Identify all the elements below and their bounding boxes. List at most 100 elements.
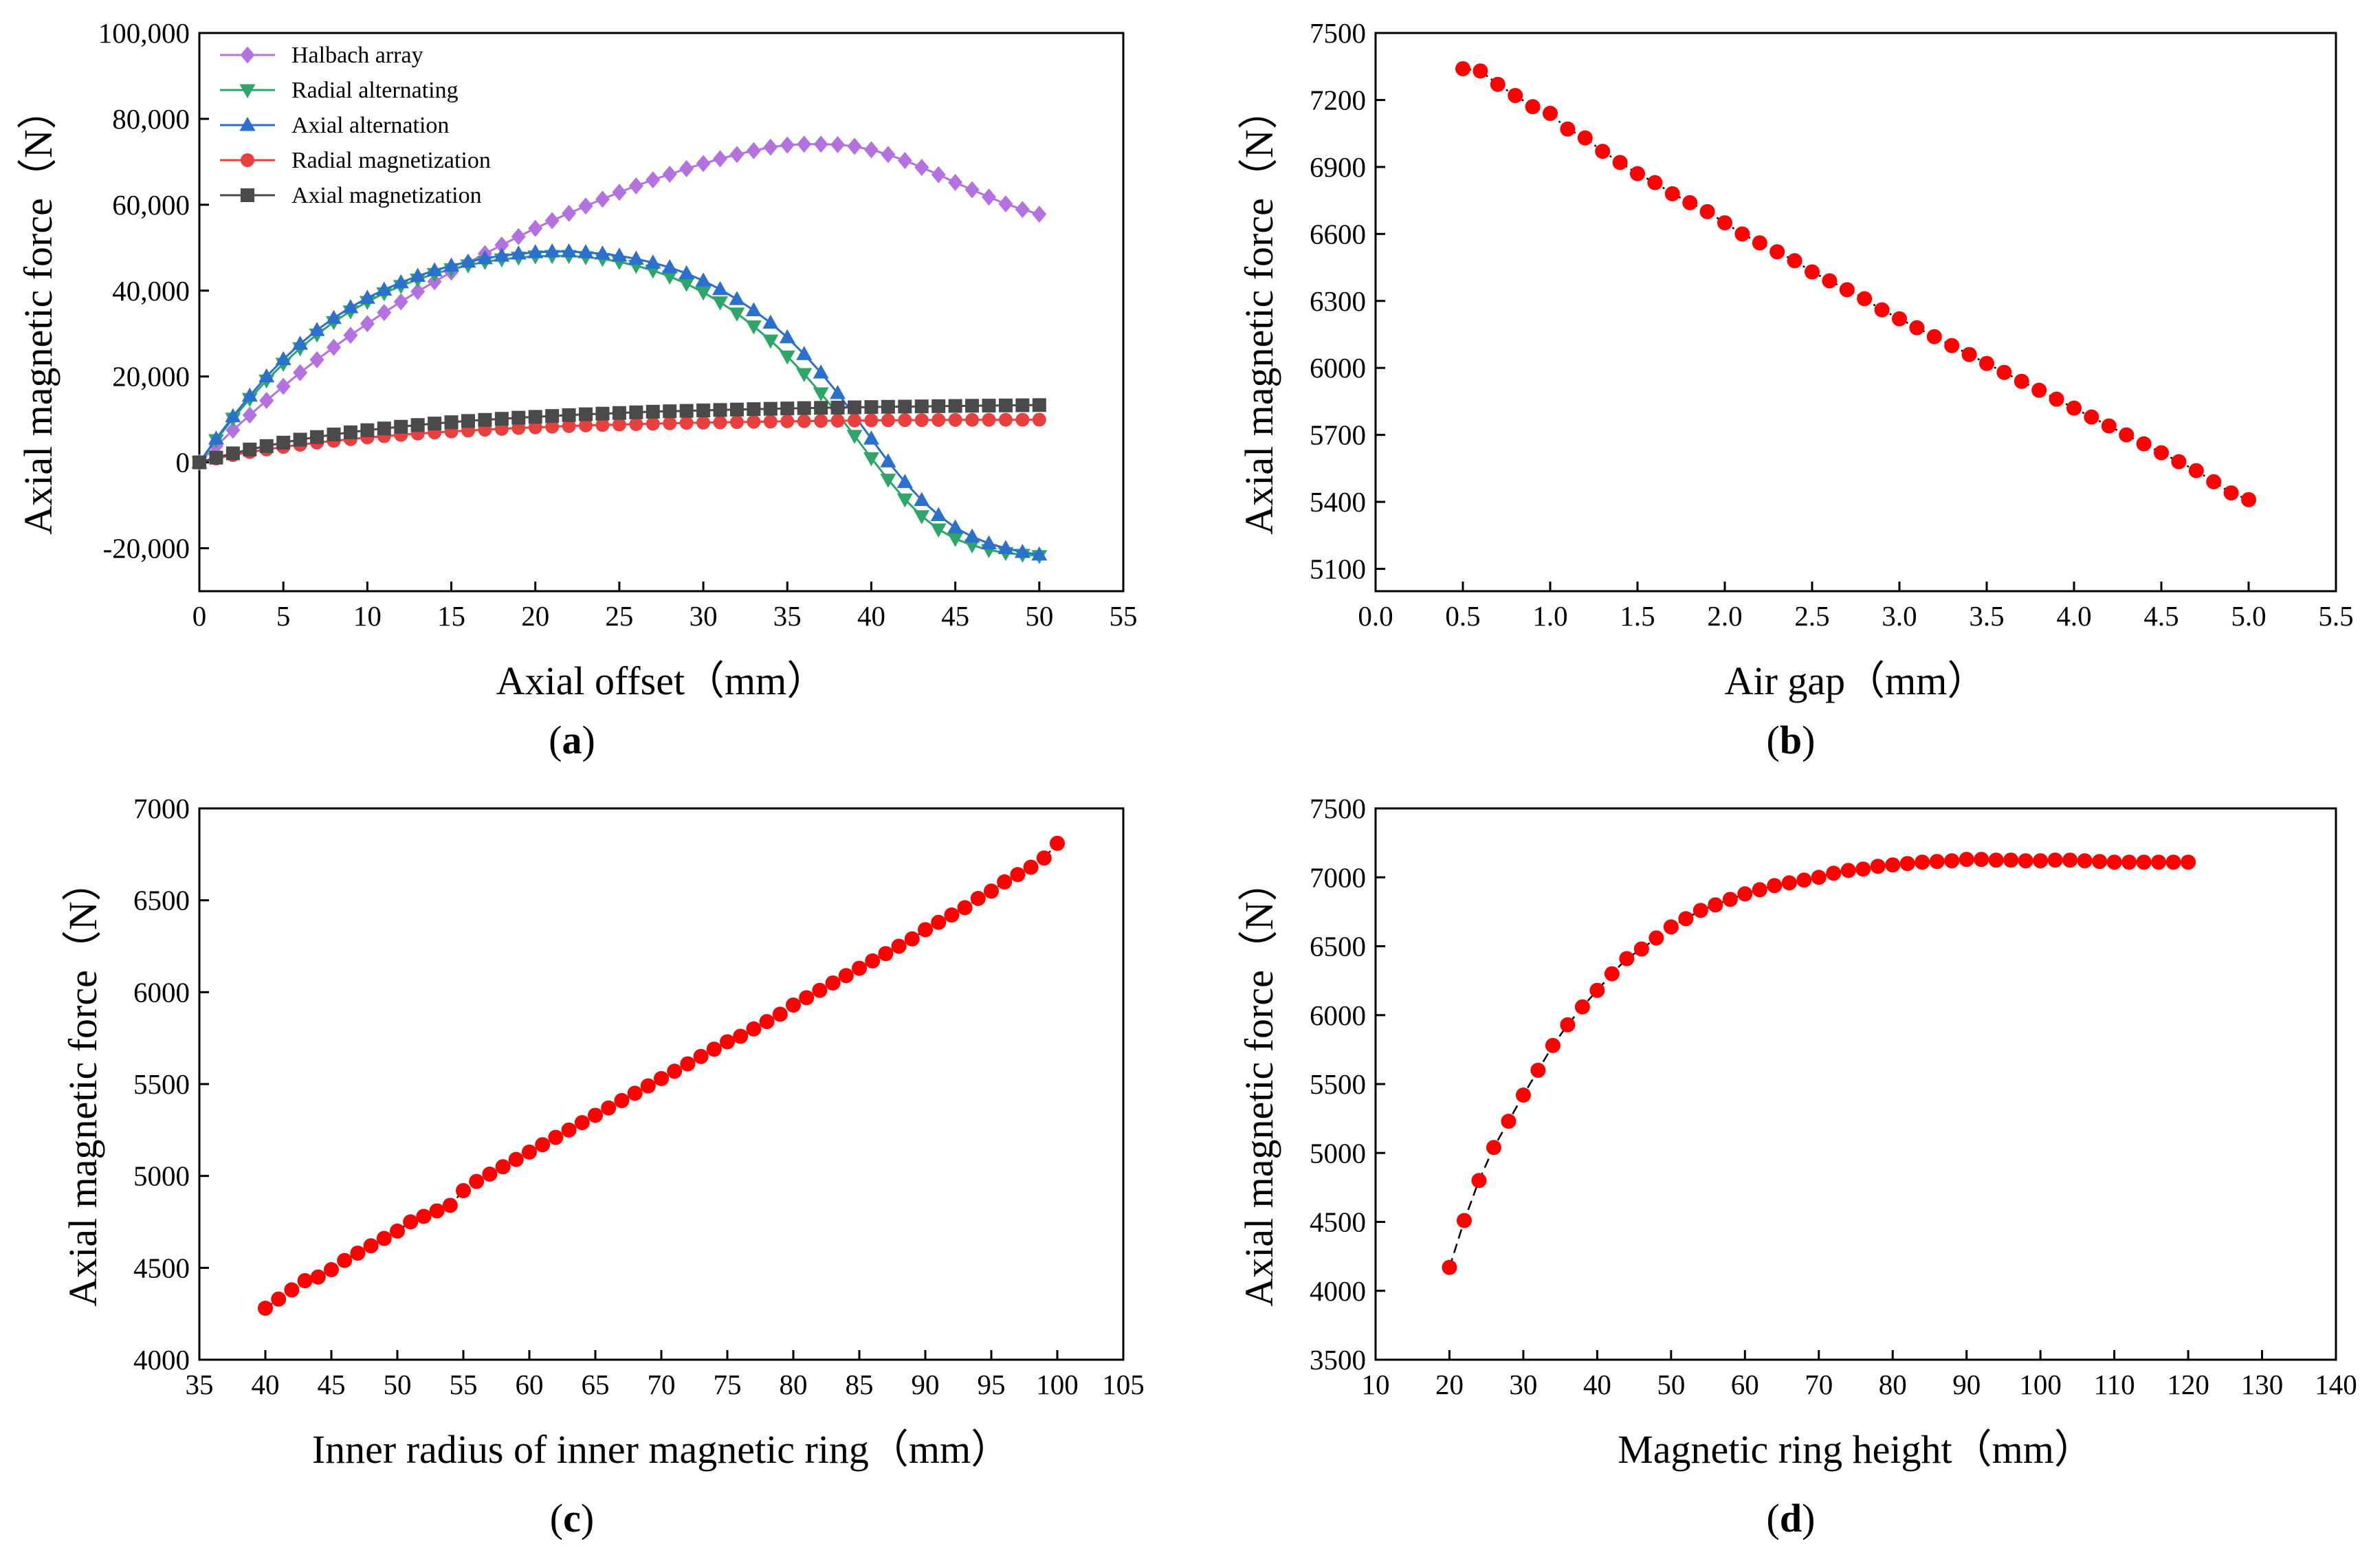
data-point <box>864 400 879 415</box>
data-point <box>337 1252 353 1268</box>
data-point <box>1543 105 1558 121</box>
data-point <box>293 432 307 447</box>
data-point <box>494 247 510 262</box>
data-point <box>1023 859 1039 875</box>
data-point <box>645 254 661 269</box>
y-tick-label: 6600 <box>1310 218 1366 250</box>
y-tick-label: 80,000 <box>112 103 190 135</box>
x-tick-label: 4.0 <box>2056 600 2091 632</box>
data-point <box>1781 875 1797 891</box>
data-point <box>594 245 610 260</box>
x-tick-label: 140 <box>2315 1369 2357 1400</box>
data-point <box>695 272 712 287</box>
x-tick-label: 2.0 <box>1707 600 1742 632</box>
x-tick-label: 85 <box>846 1369 874 1400</box>
y-tick-label: 7200 <box>1310 84 1366 115</box>
data-point <box>442 1197 458 1213</box>
data-point <box>796 346 813 360</box>
x-tick-label: 0.5 <box>1445 600 1480 632</box>
data-point <box>881 413 895 428</box>
data-point <box>579 418 593 432</box>
y-tick-label: 5000 <box>1310 1137 1366 1169</box>
chart-panel-d: 10 20 30 40 50 60 70 80 90 100 110 120 130 140 3500 400… <box>1237 793 2357 1541</box>
data-point <box>984 883 999 899</box>
x-tick-label: 3.0 <box>1882 600 1917 632</box>
data-point <box>713 150 728 168</box>
data-point <box>2151 854 2167 870</box>
data-point <box>1722 892 1738 907</box>
x-tick-label: 55 <box>450 1369 478 1400</box>
legend-marker <box>240 46 255 64</box>
data-point <box>712 280 729 296</box>
legend-entry: Axial alternation <box>291 113 449 138</box>
x-tick-label: 0 <box>192 600 207 632</box>
data-point <box>508 1151 524 1167</box>
data-point <box>1032 398 1046 412</box>
y-tick-label: 6900 <box>1310 151 1366 183</box>
data-point <box>830 400 845 415</box>
data-point <box>1855 861 1871 877</box>
data-point <box>1909 320 1925 335</box>
data-point <box>1015 398 1030 412</box>
data-point <box>2188 463 2204 478</box>
y-axis-label: Axial magnetic force（N） <box>1237 89 1281 534</box>
data-point <box>1699 203 1715 219</box>
x-tick-label: 80 <box>780 1369 808 1400</box>
data-point <box>830 385 846 399</box>
x-tick-label: 40 <box>1583 1369 1611 1400</box>
data-point <box>706 1041 722 1057</box>
data-point <box>293 364 308 382</box>
data-point <box>1010 867 1026 883</box>
x-tick-label: 20 <box>1435 1369 1464 1400</box>
data-point <box>393 274 409 289</box>
x-tick-label: 40 <box>857 600 885 632</box>
y-tick-label: 6000 <box>1310 1000 1366 1031</box>
data-point <box>1577 130 1593 146</box>
data-point <box>1899 856 1915 872</box>
data-point <box>891 938 907 954</box>
data-point <box>1734 226 1750 242</box>
x-tick-label: 5 <box>276 600 291 632</box>
x-tick-label: 90 <box>1952 1369 1981 1400</box>
data-point <box>258 1301 273 1316</box>
data-point <box>1455 60 1470 76</box>
series-axial-magnetization <box>192 398 1046 470</box>
y-tick-label: -20,000 <box>103 533 190 564</box>
x-tick-label: 25 <box>605 600 633 632</box>
data-point <box>544 243 560 258</box>
legend-entry: Halbach array <box>291 43 423 68</box>
data-point <box>799 990 815 1006</box>
data-point <box>410 283 426 300</box>
chart-panel-b: 0.0 0.5 1.0 1.5 2.0 2.5 3.0 3.5 4.0 4.5 5.0 5.5 5100… <box>1237 17 2354 762</box>
data-point <box>1805 264 1820 280</box>
data-point <box>1752 882 1767 898</box>
legend: Halbach array Radial alternating Axial alt… <box>220 43 491 208</box>
data-point <box>896 474 913 488</box>
data-point <box>510 245 527 260</box>
y-tick-label: 5500 <box>1310 1068 1366 1100</box>
x-axis-label: Inner radius of inner magnetic ring（mm） <box>312 1427 1011 1472</box>
data-point <box>825 975 841 991</box>
data-point <box>746 1021 762 1037</box>
x-tick-label: 2.5 <box>1794 600 1829 632</box>
panel-label-letter: a <box>562 718 582 762</box>
data-point <box>310 1269 326 1285</box>
data-point <box>965 399 980 413</box>
data-point <box>762 334 779 349</box>
data-point <box>1560 1017 1576 1033</box>
y-axis-label: Axial magnetic force（N） <box>16 89 60 534</box>
x-tick-label: 40 <box>252 1369 280 1400</box>
panel-label: (b) <box>1767 718 1816 762</box>
data-point <box>325 309 342 324</box>
data-point <box>720 1034 735 1050</box>
data-point <box>1036 850 1052 866</box>
y-tick-label: 6500 <box>133 885 190 916</box>
data-point <box>998 412 1013 427</box>
x-tick-label: 45 <box>941 600 969 632</box>
data-point <box>679 159 694 177</box>
data-point <box>663 416 677 430</box>
data-point <box>410 418 425 432</box>
panel-label-open: ( <box>550 1496 563 1541</box>
chart-panel-a: 0 5 10 15 20 25 30 35 40 45 50 55 -20,000 0 20,000 40,0… <box>16 17 1138 762</box>
data-point <box>562 408 576 422</box>
